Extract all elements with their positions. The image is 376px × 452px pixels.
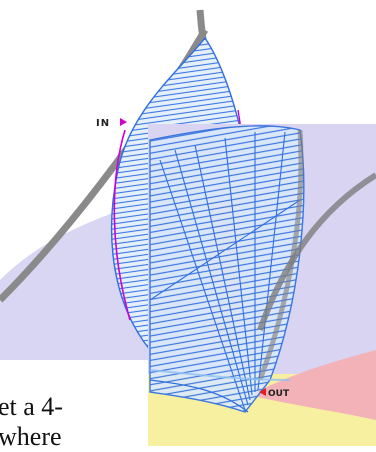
caption-text: et a 4- where (0, 392, 148, 452)
in-marker-arrow (120, 118, 127, 126)
caption-line-2: where (0, 422, 62, 451)
overlay-panel (148, 124, 376, 446)
magenta-edge-left (113, 129, 131, 321)
in-marker-label: IN (96, 118, 110, 129)
out-marker-arrow (259, 388, 266, 396)
caption-line-1: et a 4- (0, 392, 63, 421)
out-marker-label: OUT (268, 389, 290, 399)
